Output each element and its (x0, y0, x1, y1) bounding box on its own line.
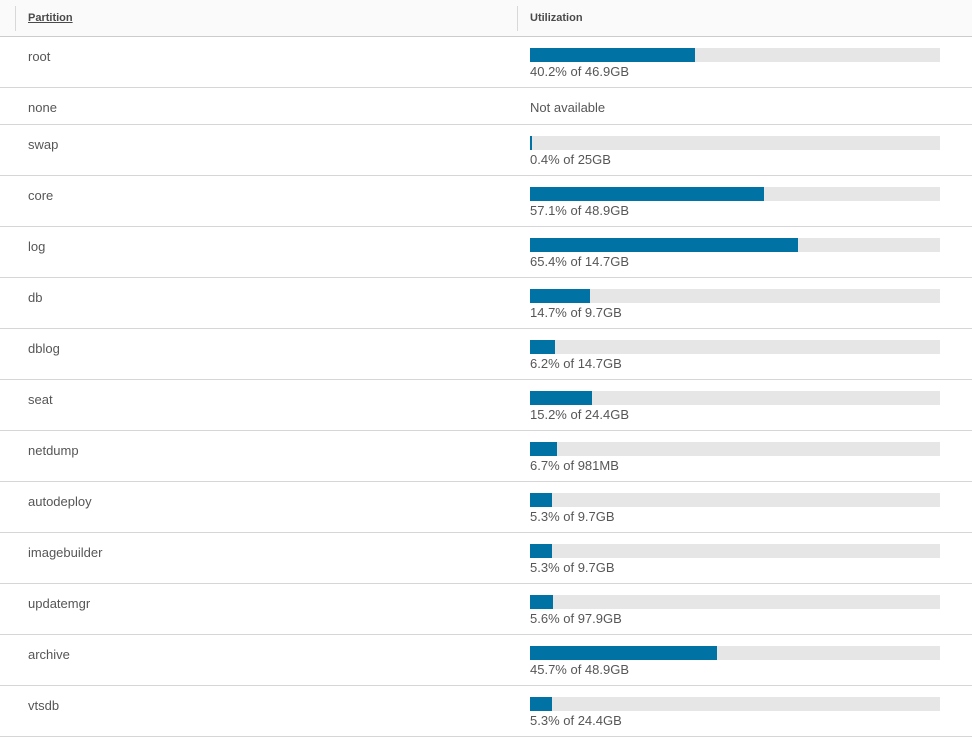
table-row: imagebuilder 5.3% of 9.7GB (0, 533, 972, 584)
utilization-bar-fill (530, 391, 593, 405)
partition-name: swap (28, 137, 59, 152)
utilization-bar (530, 595, 940, 609)
utilization-bar-fill (530, 442, 558, 456)
partition-name: autodeploy (28, 494, 92, 509)
table-row: vtsdb 5.3% of 24.4GB (0, 686, 972, 737)
table-row: updatemgr 5.6% of 97.9GB (0, 584, 972, 635)
table-row: seat 15.2% of 24.4GB (0, 380, 972, 431)
utilization-bar (530, 136, 940, 150)
column-separator (15, 6, 16, 31)
partition-name: archive (28, 647, 70, 662)
partition-name: log (28, 239, 46, 254)
utilization-label: 6.7% of 981MB (530, 458, 619, 473)
column-resize-handle[interactable] (517, 6, 518, 31)
utilization-label: 57.1% of 48.9GB (530, 203, 630, 218)
utilization-bar-fill (530, 48, 695, 62)
utilization-bar (530, 697, 940, 711)
grid-header: Partition Utilization (0, 0, 972, 37)
partition-name: core (28, 188, 54, 203)
partition-name: updatemgr (28, 596, 91, 611)
table-row: root 40.2% of 46.9GB (0, 37, 972, 88)
utilization-bar-fill (530, 697, 552, 711)
utilization-label: 15.2% of 24.4GB (530, 407, 630, 422)
table-row: dblog 6.2% of 14.7GB (0, 329, 972, 380)
table-row: swap 0.4% of 25GB (0, 125, 972, 176)
utilization-label: 5.3% of 9.7GB (530, 560, 615, 575)
partition-name: root (28, 49, 51, 64)
table-row: autodeploy 5.3% of 9.7GB (0, 482, 972, 533)
utilization-bar-fill (530, 340, 556, 354)
utilization-bar-fill (530, 493, 552, 507)
utilization-bar (530, 289, 940, 303)
utilization-bar (530, 442, 940, 456)
utilization-label: 5.3% of 24.4GB (530, 713, 622, 728)
utilization-bar (530, 493, 940, 507)
utilization-label: 0.4% of 25GB (530, 152, 611, 167)
partition-name: vtsdb (28, 698, 60, 713)
utilization-label: 5.3% of 9.7GB (530, 509, 615, 524)
utilization-not-available: Not available (530, 100, 606, 115)
partition-name: seat (28, 392, 53, 407)
partition-name: none (28, 100, 57, 115)
utilization-bar-fill (530, 544, 552, 558)
utilization-bar (530, 187, 940, 201)
utilization-label: 40.2% of 46.9GB (530, 64, 630, 79)
utilization-bar (530, 391, 940, 405)
table-row: netdump 6.7% of 981MB (0, 431, 972, 482)
table-row: none Not available (0, 88, 972, 125)
utilization-bar-fill (530, 289, 591, 303)
utilization-label: 45.7% of 48.9GB (530, 662, 630, 677)
partition-name: imagebuilder (28, 545, 103, 560)
utilization-label: 6.2% of 14.7GB (530, 356, 622, 371)
partition-name: netdump (28, 443, 79, 458)
table-row: log 65.4% of 14.7GB (0, 227, 972, 278)
utilization-bar-fill (530, 136, 532, 150)
utilization-bar (530, 48, 940, 62)
partition-name: dblog (28, 341, 60, 356)
utilization-label: 5.6% of 97.9GB (530, 611, 622, 626)
utilization-bar-fill (530, 238, 799, 252)
utilization-bar-fill (530, 595, 553, 609)
utilization-bar (530, 646, 940, 660)
utilization-label: 65.4% of 14.7GB (530, 254, 630, 269)
partition-name: db (28, 290, 43, 305)
utilization-column-header: Utilization (530, 12, 583, 24)
partition-column-header[interactable]: Partition (28, 12, 73, 24)
utilization-bar-fill (530, 646, 718, 660)
utilization-bar (530, 238, 940, 252)
table-row: core 57.1% of 48.9GB (0, 176, 972, 227)
utilization-bar-fill (530, 187, 765, 201)
utilization-bar (530, 340, 940, 354)
utilization-label: 14.7% of 9.7GB (530, 305, 622, 320)
table-row: db 14.7% of 9.7GB (0, 278, 972, 329)
utilization-bar (530, 544, 940, 558)
table-row: archive 45.7% of 48.9GB (0, 635, 972, 686)
